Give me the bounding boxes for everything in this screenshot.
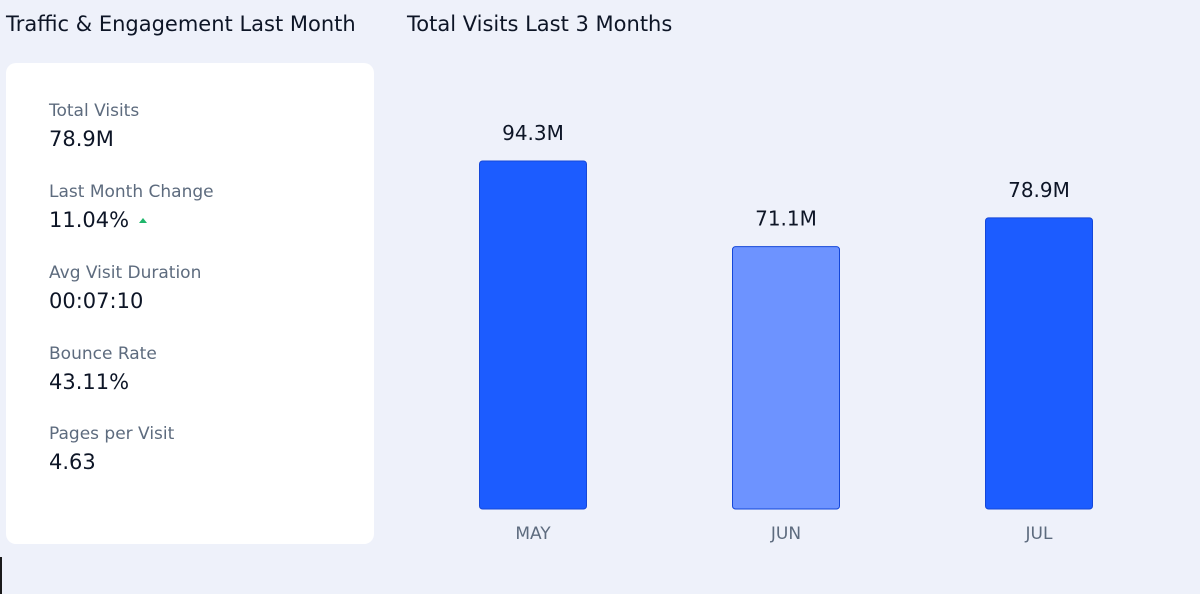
metric-value: 00:07:10 <box>49 289 201 313</box>
metric-value-text: 00:07:10 <box>49 289 144 313</box>
metric-value-text: 43.11% <box>49 370 130 394</box>
metric-value: 11.04% <box>49 208 214 232</box>
metric-total-visits: Total Visits 78.9M <box>49 101 139 151</box>
triangle-up-icon <box>139 217 148 223</box>
chart-title: Total Visits Last 3 Months <box>407 12 673 36</box>
x-tick-label: MAY <box>515 524 551 544</box>
x-tick-label: JUN <box>770 524 801 544</box>
panel-title: Traffic & Engagement Last Month <box>6 12 356 36</box>
bar-value-label: 78.9M <box>1008 178 1070 202</box>
metric-value-text: 11.04% <box>49 208 130 232</box>
metrics-card: Total Visits 78.9M Last Month Change 11.… <box>6 63 374 544</box>
metric-label: Pages per Visit <box>49 424 175 444</box>
bar-jun[interactable] <box>732 246 840 510</box>
metric-bounce-rate: Bounce Rate 43.11% <box>49 344 157 394</box>
metric-value: 78.9M <box>49 127 139 151</box>
metric-avg-visit-duration: Avg Visit Duration 00:07:10 <box>49 263 201 313</box>
x-tick-label: JUL <box>1025 524 1053 544</box>
metric-label: Avg Visit Duration <box>49 263 202 283</box>
metric-label: Total Visits <box>49 101 140 121</box>
window-edge <box>0 557 2 594</box>
bar-value-label: 94.3M <box>502 121 564 145</box>
metric-value: 4.63 <box>49 450 174 474</box>
metric-label: Last Month Change <box>49 182 214 202</box>
metric-value-text: 4.63 <box>49 450 96 474</box>
bar-jul[interactable] <box>985 217 1093 510</box>
metric-pages-per-visit: Pages per Visit 4.63 <box>49 424 174 474</box>
metric-last-month-change: Last Month Change 11.04% <box>49 182 214 232</box>
metric-value-text: 78.9M <box>49 127 114 151</box>
metric-label: Bounce Rate <box>49 344 157 364</box>
metric-value: 43.11% <box>49 370 157 394</box>
bar-value-label: 71.1M <box>755 207 817 231</box>
bar-chart: 94.3M MAY 71.1M JUN 78.9M JUL <box>479 121 1093 544</box>
bar-may[interactable] <box>479 160 587 510</box>
